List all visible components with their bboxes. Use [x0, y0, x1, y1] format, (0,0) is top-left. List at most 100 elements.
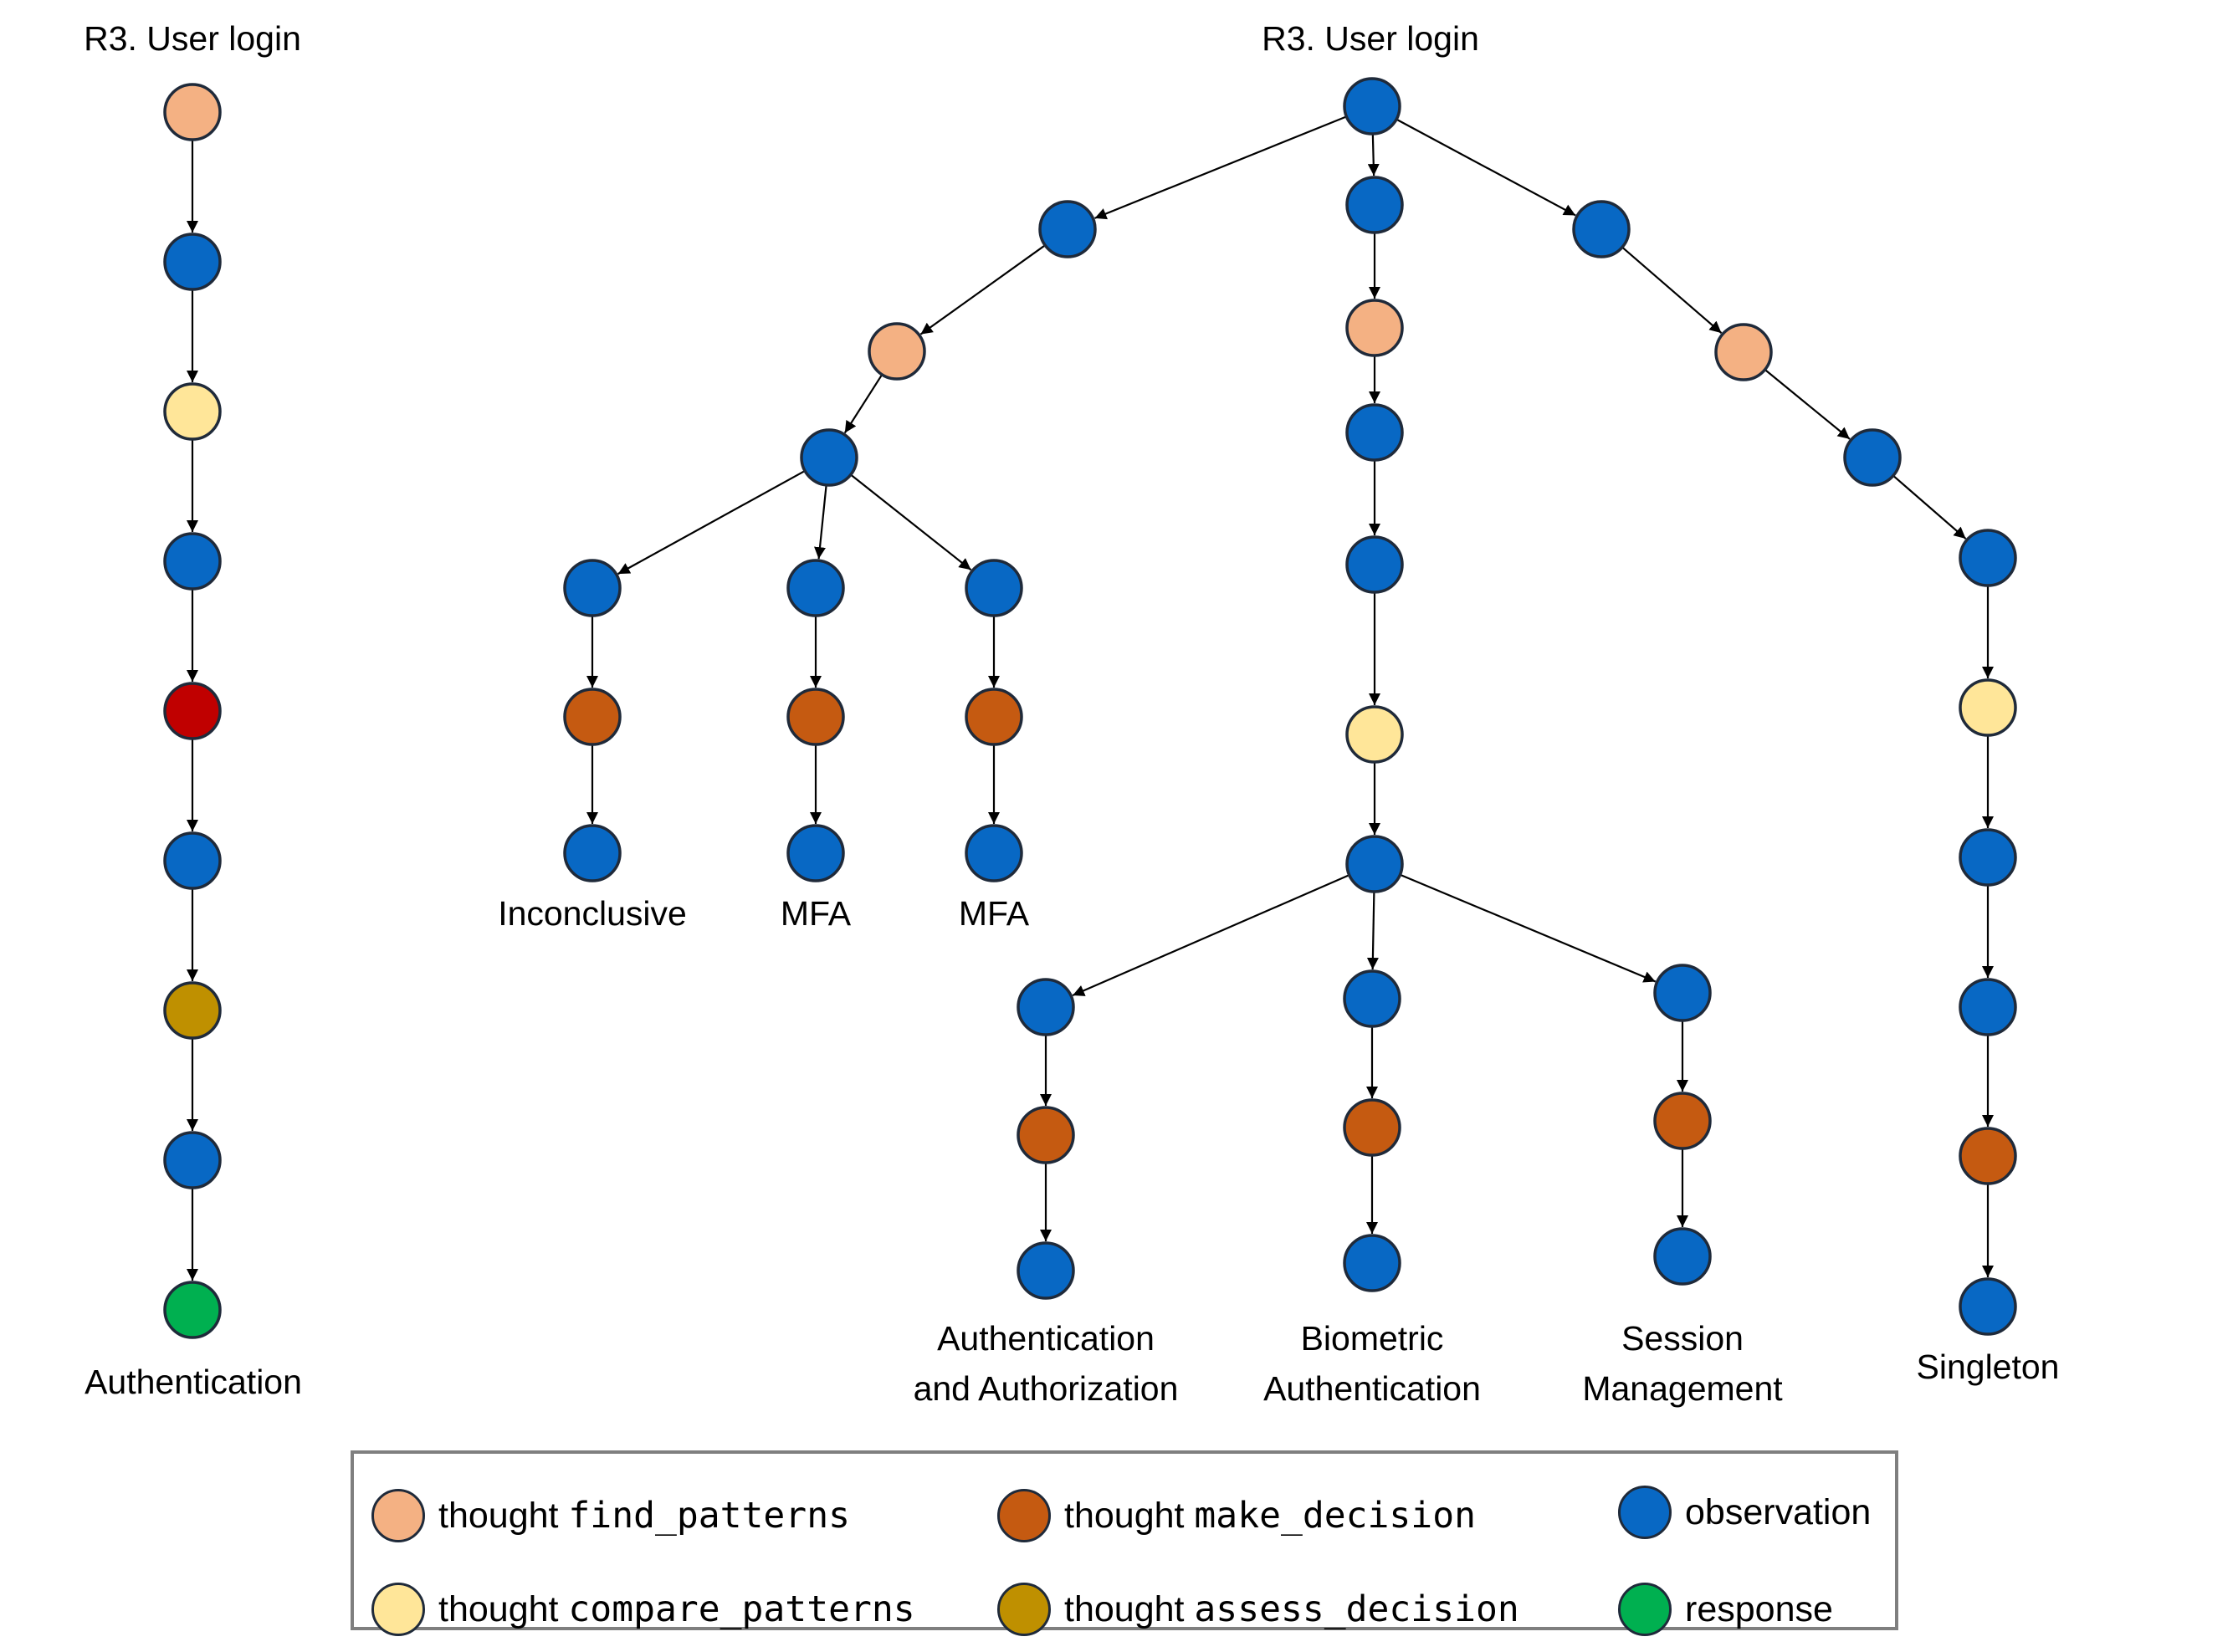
node-observation-B6: [786, 824, 845, 882]
legend-item-assess-decision: thought assess_decision: [997, 1579, 1519, 1639]
node-observation-F1: [1653, 964, 1712, 1022]
node-make-decision-A5: [563, 688, 622, 746]
legend-code: find_patterns: [568, 1495, 850, 1537]
node-observation-L4: [163, 532, 222, 591]
legend-word: observation: [1685, 1491, 1872, 1532]
make-decision-swatch-icon: [997, 1489, 1051, 1542]
node-observation-R0: [1343, 77, 1401, 136]
response-swatch-icon: [1618, 1583, 1672, 1636]
edge-R0-S1: [1396, 118, 1576, 217]
leaf-label-biometric-line1: Biometric: [1301, 1319, 1444, 1358]
leaf-label-auth-authz-line2: and Authorization: [914, 1369, 1179, 1408]
node-observation-S7: [1959, 978, 2017, 1036]
node-response-L9: [163, 1281, 222, 1339]
edge-R0-A1: [1094, 115, 1347, 220]
node-observation-D3: [1017, 1241, 1075, 1300]
node-observation-L2: [163, 233, 222, 291]
leaf-label-biometric-line2: Authentication: [1263, 1369, 1481, 1408]
node-observation-M4: [1345, 535, 1404, 594]
leaf-label-inconclusive: Inconclusive: [498, 894, 687, 933]
leaf-label-auth-authz-line1: Authentication: [937, 1319, 1155, 1358]
node-find-patterns-L1: [163, 83, 222, 141]
compare-patterns-swatch-icon: [371, 1583, 425, 1636]
node-find-patterns-A2: [868, 322, 926, 381]
leaf-label-authentication: Authentication: [85, 1363, 302, 1401]
node-make-decision-S8: [1959, 1127, 2017, 1185]
node-find-patterns-M2: [1345, 299, 1404, 357]
node-compare-patterns-L3: [163, 382, 222, 441]
node-observation-A6: [563, 824, 622, 882]
leaf-label-session-line2: Management: [1582, 1369, 1783, 1408]
node-observation-C4: [965, 559, 1023, 617]
legend-item-compare-patterns: thought compare_patterns: [371, 1579, 915, 1639]
node-make-decision-B5: [786, 688, 845, 746]
legend-word: thought: [1064, 1495, 1185, 1536]
node-observation-M3: [1345, 403, 1404, 462]
node-make-decision-F2: [1653, 1092, 1712, 1150]
node-observation-S4: [1959, 529, 2017, 587]
legend-item-make-decision: thought make_decision: [997, 1486, 1476, 1546]
leaf-label-mfa-1: MFA: [781, 894, 852, 933]
legend: thought find_patterns thought make_decis…: [351, 1450, 1898, 1636]
right-tree-title: R3. User login: [1262, 19, 1479, 58]
node-observation-M1: [1345, 176, 1404, 234]
node-observation-M6: [1345, 835, 1404, 893]
leaf-label-mfa-2: MFA: [959, 894, 1030, 933]
edge-A3-B4: [814, 484, 827, 560]
edge-S2-S3: [1764, 369, 1851, 440]
node-compare-patterns-M5: [1345, 705, 1404, 764]
node-compare-patterns-S5: [1959, 678, 2017, 737]
node-observation-C6: [965, 824, 1023, 882]
edge-M6-E1: [1366, 891, 1379, 970]
edge-A1-A2: [919, 244, 1046, 335]
legend-code: make_decision: [1194, 1495, 1476, 1537]
legend-word: thought: [438, 1495, 559, 1536]
observation-swatch-icon: [1618, 1486, 1672, 1539]
assess-decision-swatch-icon: [997, 1583, 1051, 1636]
node-observation-L8: [163, 1131, 222, 1189]
nodes-layer: [163, 77, 2017, 1339]
node-observation-L6: [163, 831, 222, 890]
legend-item-find-patterns: thought find_patterns: [371, 1486, 850, 1546]
legend-code: compare_patterns: [568, 1588, 915, 1630]
node-observation-F3: [1653, 1227, 1712, 1286]
node-assess-decision-L7: [163, 981, 222, 1040]
node-observation-D1: [1017, 978, 1075, 1036]
node-observation-E1: [1343, 969, 1401, 1028]
edge-M6-F1: [1400, 873, 1657, 983]
legend-word: thought: [438, 1588, 559, 1629]
node-red-L5: [163, 682, 222, 740]
legend-item-response: response: [1618, 1579, 1833, 1639]
legend-code: assess_decision: [1194, 1588, 1519, 1630]
legend-item-observation: observation: [1618, 1482, 1871, 1542]
node-observation-A3: [800, 428, 858, 487]
leaf-label-session-line1: Session: [1621, 1319, 1744, 1358]
node-make-decision-E2: [1343, 1098, 1401, 1157]
node-make-decision-C5: [965, 688, 1023, 746]
left-tree-title: R3. User login: [84, 19, 301, 58]
node-find-patterns-S2: [1714, 323, 1773, 381]
node-make-decision-D2: [1017, 1106, 1075, 1164]
find-patterns-swatch-icon: [371, 1489, 425, 1542]
edge-A2-A3: [843, 374, 883, 434]
edge-S3-S4: [1892, 474, 1967, 540]
edge-A3-C4: [850, 473, 972, 571]
legend-word: response: [1685, 1588, 1833, 1629]
node-observation-A4: [563, 559, 622, 617]
node-observation-A1: [1038, 200, 1097, 258]
edge-R0-M1: [1367, 133, 1380, 176]
node-observation-S1: [1572, 200, 1631, 258]
leaf-label-singleton: Singleton: [1917, 1348, 2060, 1386]
node-observation-S3: [1843, 428, 1902, 487]
edges-layer: [187, 115, 1994, 1281]
edge-S1-S2: [1621, 246, 1723, 334]
node-observation-S6: [1959, 828, 2017, 887]
edge-M6-D1: [1072, 874, 1350, 997]
node-observation-E3: [1343, 1234, 1401, 1292]
node-observation-B4: [786, 559, 845, 617]
edge-A3-A4: [617, 469, 806, 575]
legend-word: thought: [1064, 1588, 1185, 1629]
node-observation-S9: [1959, 1277, 2017, 1336]
